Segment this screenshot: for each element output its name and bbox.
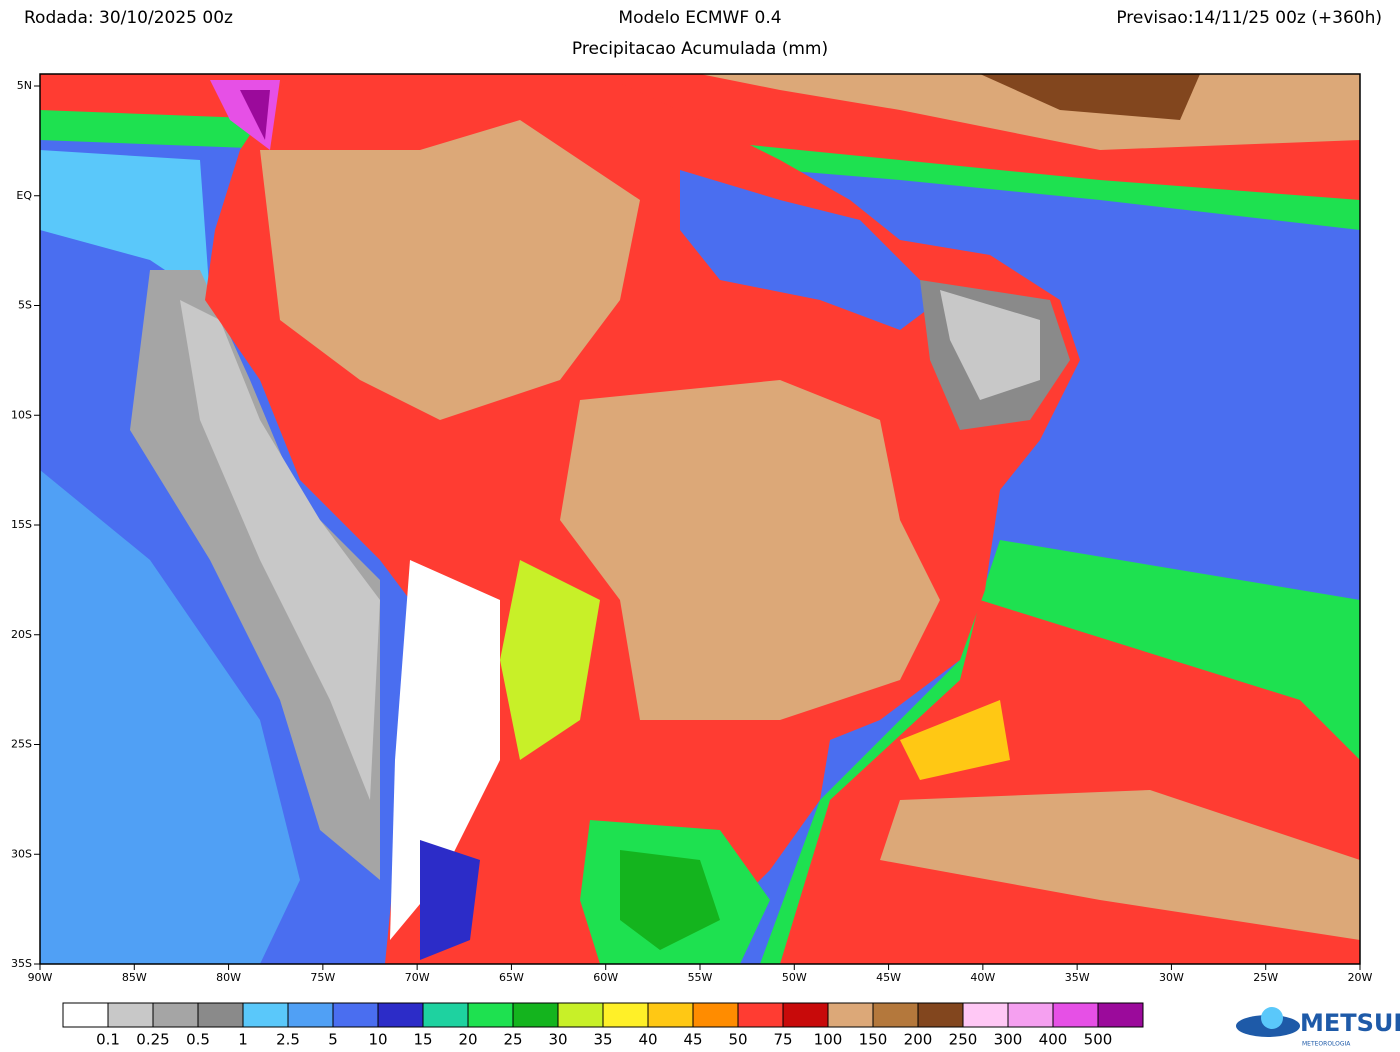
legend-swatch bbox=[782, 1002, 829, 1028]
map bbox=[40, 74, 1360, 964]
legend-label: 25 bbox=[503, 1031, 522, 1049]
lon-label: 70W bbox=[405, 971, 430, 984]
legend-label: 10 bbox=[368, 1031, 387, 1049]
legend-swatch bbox=[737, 1002, 784, 1028]
lon-label: 65W bbox=[499, 971, 524, 984]
legend-swatch bbox=[152, 1002, 199, 1028]
legend-swatch bbox=[872, 1002, 919, 1028]
model-label: Modelo ECMWF 0.4 bbox=[618, 8, 781, 28]
lon-label: 85W bbox=[122, 971, 147, 984]
lat-label: EQ bbox=[16, 189, 32, 202]
legend-label: 500 bbox=[1084, 1031, 1113, 1049]
lat-label: 5S bbox=[18, 299, 32, 312]
legend-swatch bbox=[242, 1002, 289, 1028]
lat-label: 20S bbox=[11, 628, 32, 641]
lat-label: 5N bbox=[17, 79, 32, 92]
run-label: Rodada: 30/10/2025 00z bbox=[24, 8, 233, 28]
legend-label: 0.25 bbox=[136, 1031, 169, 1049]
legend-swatch bbox=[287, 1002, 334, 1028]
legend-label: 2.5 bbox=[276, 1031, 300, 1049]
legend-swatch bbox=[557, 1002, 604, 1028]
lon-label: 45W bbox=[876, 971, 901, 984]
legend-label: 45 bbox=[683, 1031, 702, 1049]
logo-name: METSUL bbox=[1300, 1009, 1400, 1037]
forecast-label: Previsao:14/11/25 00z (+360h) bbox=[1116, 8, 1382, 28]
legend-swatch bbox=[197, 1002, 244, 1028]
logo-icon bbox=[1261, 1007, 1283, 1029]
legend-swatch bbox=[602, 1002, 649, 1028]
lon-label: 75W bbox=[310, 971, 335, 984]
legend-swatch bbox=[917, 1002, 964, 1028]
legend-swatch bbox=[1007, 1002, 1054, 1028]
legend-swatch bbox=[377, 1002, 424, 1028]
legend-swatch bbox=[107, 1002, 154, 1028]
legend-label: 0.5 bbox=[186, 1031, 210, 1049]
legend-swatch bbox=[827, 1002, 874, 1028]
legend-label: 300 bbox=[994, 1031, 1023, 1049]
legend-label: 30 bbox=[548, 1031, 567, 1049]
legend-swatch bbox=[62, 1002, 109, 1028]
legend-label: 100 bbox=[814, 1031, 843, 1049]
lat-label: 30S bbox=[11, 847, 32, 860]
legend-label: 1 bbox=[238, 1031, 248, 1049]
legend-swatch bbox=[962, 1002, 1009, 1028]
logo: METSUL METEOROLOGIA bbox=[1236, 1007, 1400, 1048]
subtitle: Precipitacao Acumulada (mm) bbox=[572, 39, 828, 59]
lon-label: 40W bbox=[970, 971, 995, 984]
lon-label: 80W bbox=[216, 971, 241, 984]
lon-label: 30W bbox=[1159, 971, 1184, 984]
lat-label: 35S bbox=[11, 957, 32, 970]
lon-label: 50W bbox=[782, 971, 807, 984]
legend-swatch bbox=[332, 1002, 379, 1028]
legend-label: 15 bbox=[413, 1031, 432, 1049]
legend-swatch bbox=[692, 1002, 739, 1028]
lon-label: 60W bbox=[593, 971, 618, 984]
lon-label: 25W bbox=[1253, 971, 1278, 984]
legend-swatch bbox=[1052, 1002, 1099, 1028]
legend-label: 400 bbox=[1039, 1031, 1068, 1049]
legend-swatch bbox=[1097, 1002, 1144, 1028]
legend-label: 40 bbox=[638, 1031, 657, 1049]
lon-label: 35W bbox=[1065, 971, 1090, 984]
legend-label: 20 bbox=[458, 1031, 477, 1049]
lon-label: 20W bbox=[1348, 971, 1373, 984]
legend-label: 50 bbox=[728, 1031, 747, 1049]
logo-tagline: METEOROLOGIA bbox=[1302, 1041, 1351, 1048]
legend-swatch bbox=[422, 1002, 469, 1028]
lat-label: 15S bbox=[11, 518, 32, 531]
legend-swatch bbox=[647, 1002, 694, 1028]
lat-label: 25S bbox=[11, 738, 32, 751]
legend-label: 150 bbox=[859, 1031, 888, 1049]
legend-label: 5 bbox=[328, 1031, 338, 1049]
legend: 0.1 0.25 0.5 1 2.5 5 10 15 20 25 30 35 40 45 50 75 100 15… bbox=[62, 1002, 1144, 1049]
legend-label: 250 bbox=[949, 1031, 978, 1049]
legend-label: 75 bbox=[773, 1031, 792, 1049]
legend-label: 200 bbox=[904, 1031, 933, 1049]
legend-swatch bbox=[512, 1002, 559, 1028]
lat-label: 10S bbox=[11, 408, 32, 421]
lon-label: 90W bbox=[28, 971, 53, 984]
lon-label: 55W bbox=[688, 971, 713, 984]
legend-label: 0.1 bbox=[96, 1031, 120, 1049]
legend-label: 35 bbox=[593, 1031, 612, 1049]
legend-swatch bbox=[467, 1002, 514, 1028]
